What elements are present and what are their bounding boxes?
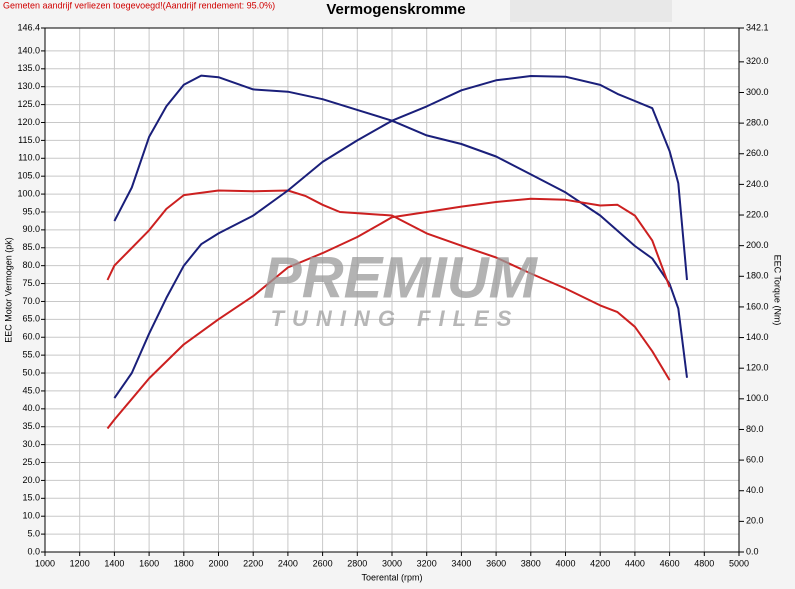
y2-tick-label: 220.0 [746, 209, 769, 219]
x-tick-label: 3600 [486, 558, 506, 568]
y-tick-label: 135.0 [17, 63, 40, 73]
y2-tick-label: 100.0 [746, 393, 769, 403]
x-tick-label: 3400 [451, 558, 471, 568]
x-tick-label: 1400 [104, 558, 124, 568]
line-series [106, 189, 671, 381]
watermark: TUNING FILES [271, 306, 520, 331]
y-tick-label: 10.0 [22, 511, 40, 521]
y-tick-label: 90.0 [22, 224, 40, 234]
y-tick-label: 30.0 [22, 439, 40, 449]
y2-tick-label: 40.0 [746, 485, 764, 495]
x-tick-label: 1200 [70, 558, 90, 568]
y-tick-label: 25.0 [22, 457, 40, 467]
y-tick-label: 40.0 [22, 403, 40, 413]
x-tick-label: 3000 [382, 558, 402, 568]
y-tick-label: 0.0 [27, 546, 40, 556]
x-tick-label: 2600 [313, 558, 333, 568]
y-tick-label: 100.0 [17, 188, 40, 198]
y-tick-label: 130.0 [17, 81, 40, 91]
y2-tick-label: 60.0 [746, 454, 764, 464]
y2-tick-label: 0.0 [746, 546, 759, 556]
y2-tick-label: 140.0 [746, 332, 769, 342]
y-tick-label: 95.0 [22, 206, 40, 216]
x-tick-label: 1000 [35, 558, 55, 568]
x-tick-label: 4400 [625, 558, 645, 568]
x-tick-label: 3200 [417, 558, 437, 568]
y2-tick-label: 20.0 [746, 516, 764, 526]
y-tick-label: 105.0 [17, 171, 40, 181]
chart-title: Vermogenskromme [326, 1, 465, 18]
y-tick-label: 55.0 [22, 350, 40, 360]
y-axis-label: EEC Motor Vermogen (pk) [3, 237, 13, 343]
y2-tick-label: 342.1 [746, 22, 769, 32]
x-tick-label: 2800 [347, 558, 367, 568]
x-tick-label: 1800 [174, 558, 194, 568]
y-tick-label: 85.0 [22, 242, 40, 252]
marks [106, 74, 688, 430]
y-tick-label: 125.0 [17, 99, 40, 109]
y2-tick-label: 80.0 [746, 424, 764, 434]
y2-tick-label: 260.0 [746, 148, 769, 158]
line-series [113, 75, 688, 399]
y-tick-label: 75.0 [22, 278, 40, 288]
y2-tick-label: 120.0 [746, 363, 769, 373]
y-tick-label: 140.0 [17, 45, 40, 55]
y2-axis-label: EEC Torque (Nm) [773, 255, 783, 326]
y-tick-label: 20.0 [22, 475, 40, 485]
y-tick-label: 115.0 [18, 135, 40, 145]
x-axis-label: Toerental (rpm) [361, 572, 422, 582]
y2-tick-label: 240.0 [746, 179, 769, 189]
y-tick-label: 45.0 [22, 385, 40, 395]
y2-tick-label: 280.0 [746, 117, 769, 127]
line-series [106, 197, 671, 430]
x-tick-label: 3800 [521, 558, 541, 568]
watermark: PREMIUM [263, 245, 539, 310]
y2-tick-label: 320.0 [746, 56, 769, 66]
y-tick-label: 60.0 [22, 332, 40, 342]
y-tick-label: 120.0 [17, 117, 40, 127]
y-tick-label: 35.0 [22, 421, 40, 431]
header-box [510, 0, 672, 22]
header-note: Gemeten aandrijf verliezen toegevoegd!(A… [3, 0, 275, 10]
y-tick-label: 15.0 [22, 493, 40, 503]
y-tick-label: 65.0 [22, 314, 40, 324]
x-tick-label: 4200 [590, 558, 610, 568]
y-tick-label: 70.0 [22, 296, 40, 306]
x-tick-label: 5000 [729, 558, 749, 568]
x-tick-label: 2400 [278, 558, 298, 568]
x-tick-label: 2200 [243, 558, 263, 568]
y2-tick-label: 300.0 [746, 87, 769, 97]
y-tick-label: 110.0 [18, 153, 40, 163]
y-tick-label: 5.0 [27, 528, 40, 538]
y-tick-label: 146.4 [17, 22, 40, 32]
x-tick-label: 1600 [139, 558, 159, 568]
x-tick-label: 4800 [694, 558, 714, 568]
y-tick-label: 50.0 [22, 367, 40, 377]
x-tick-label: 2000 [208, 558, 228, 568]
y2-tick-label: 160.0 [746, 301, 769, 311]
y2-tick-label: 180.0 [746, 271, 769, 281]
grid [44, 27, 740, 553]
y-tick-label: 80.0 [22, 260, 40, 270]
x-tick-label: 4000 [555, 558, 575, 568]
y2-tick-label: 200.0 [746, 240, 769, 250]
x-tick-label: 4600 [660, 558, 680, 568]
